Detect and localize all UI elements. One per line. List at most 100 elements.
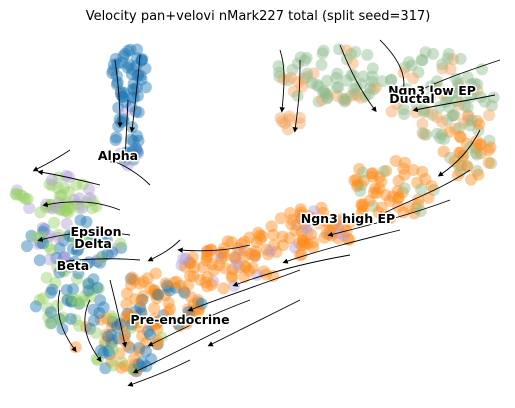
cell-point (123, 58, 136, 71)
cell-point (115, 116, 128, 129)
cell-point (145, 353, 158, 366)
cell-point (91, 281, 104, 294)
cell-point (355, 77, 368, 90)
cell-point (204, 243, 217, 256)
cell-point (51, 299, 64, 312)
cell-point (416, 117, 429, 130)
cell-point (201, 271, 214, 284)
cell-point (366, 167, 379, 180)
cell-point (131, 89, 144, 102)
cell-point (144, 319, 157, 332)
cell-point (155, 331, 168, 344)
cell-point (474, 138, 487, 151)
velocity-streamline (147, 299, 251, 347)
cell-point (86, 202, 99, 215)
cell-point (301, 215, 314, 228)
cell-point (130, 144, 143, 157)
cell-point (130, 142, 143, 155)
cell-point (105, 328, 118, 341)
cell-point (80, 215, 93, 228)
cell-point (331, 67, 344, 80)
cell-point (132, 106, 145, 119)
cell-point (68, 194, 81, 206)
cell-point (218, 242, 230, 255)
cell-point (283, 232, 296, 245)
cell-point (265, 220, 278, 233)
cell-point (427, 47, 440, 60)
cell-point (483, 134, 496, 147)
cell-point (317, 213, 330, 226)
cell-point (129, 293, 142, 306)
cell-point (450, 95, 463, 107)
cell-point (41, 302, 54, 314)
cell-point (101, 248, 114, 261)
cell-point (295, 225, 308, 238)
cell-point (244, 247, 257, 260)
cell-point (81, 279, 94, 292)
cell-point (105, 337, 118, 350)
cell-point (170, 275, 183, 288)
cell-point (187, 270, 200, 282)
cell-point (415, 54, 428, 66)
velocity-streamline (437, 129, 481, 177)
cell-point (132, 313, 145, 326)
cell-point (99, 339, 112, 351)
cell-point (407, 164, 420, 176)
cell-point (76, 237, 89, 250)
cell-point (53, 313, 66, 326)
cell-point (43, 253, 56, 266)
cell-point (64, 202, 77, 215)
cell-point (369, 81, 382, 94)
cell-point (357, 70, 370, 83)
cell-point (56, 323, 69, 335)
cell-point (121, 61, 134, 74)
cell-point (330, 81, 343, 94)
cell-point (386, 190, 399, 203)
cell-point (124, 278, 137, 291)
cell-point (307, 205, 320, 218)
cell-point (333, 227, 346, 240)
cell-point (355, 91, 368, 104)
cell-point (294, 51, 307, 64)
cell-point (139, 81, 152, 94)
cell-point (73, 297, 86, 310)
cell-point (354, 185, 367, 197)
cell-point (150, 317, 163, 330)
cell-point (40, 271, 53, 284)
cell-point (416, 127, 429, 140)
cell-point (321, 91, 334, 103)
cell-point (422, 105, 434, 118)
velocity-streamline (147, 239, 181, 262)
cell-point (379, 189, 392, 201)
cell-point (121, 307, 134, 320)
cell-point (37, 225, 49, 238)
cell-point (270, 246, 283, 258)
cell-point (9, 187, 22, 200)
cell-point (62, 201, 75, 214)
cell-point (295, 212, 308, 225)
cell-point (226, 269, 239, 282)
cell-point (317, 86, 330, 99)
cell-point (34, 206, 47, 219)
cell-point (151, 338, 164, 350)
cell-point (470, 135, 483, 148)
cell-point (419, 46, 432, 59)
cell-point (69, 234, 81, 247)
cell-point (225, 271, 238, 284)
cell-point (162, 296, 175, 309)
cell-point (179, 260, 191, 273)
cell-point (109, 134, 122, 146)
cell-point (238, 250, 250, 263)
cell-point (267, 228, 280, 241)
cell-point (120, 146, 133, 159)
cell-point (290, 218, 303, 231)
cell-point (116, 356, 129, 369)
cell-point (472, 168, 485, 181)
cell-point (90, 326, 102, 339)
cell-point (339, 94, 352, 107)
cell-point (126, 271, 139, 284)
cell-point (277, 239, 289, 252)
cell-point (397, 162, 410, 175)
cell-point (44, 198, 57, 211)
